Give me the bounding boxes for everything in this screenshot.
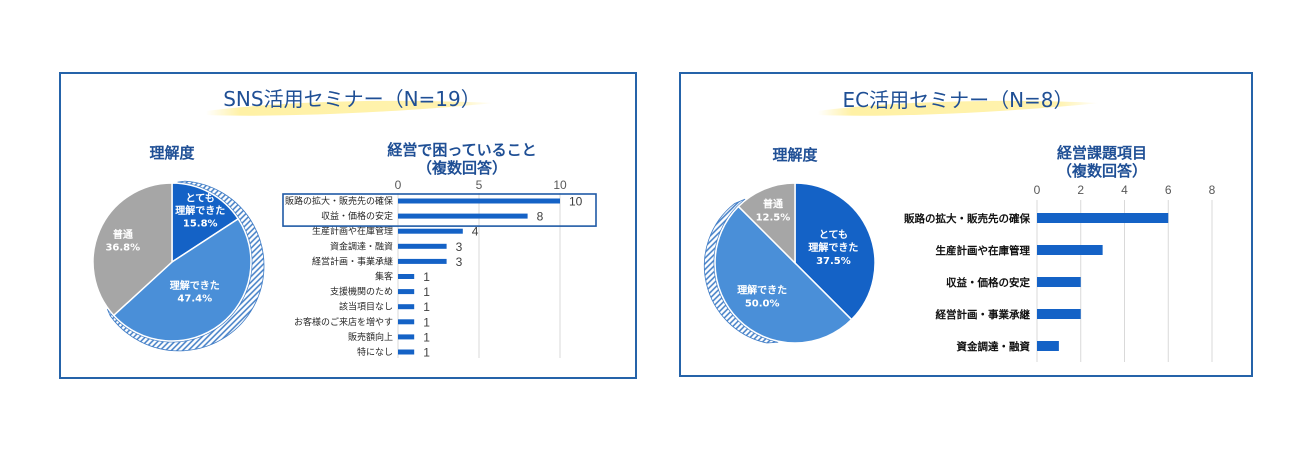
category-label: 販路の拡大・販売先の確保 (285, 195, 393, 207)
data-label: 1 (423, 270, 430, 284)
category-label: 収益・価格の安定 (321, 210, 393, 222)
category-label: 資金調達・融資 (330, 240, 393, 252)
category-label: 収益・価格の安定 (946, 276, 1030, 289)
pie-slice-value: 15.8% (183, 218, 218, 229)
pie-chart-title: 理解度 (149, 144, 195, 162)
pie-slice-name: 理解できた (737, 283, 787, 296)
data-label: 10 (569, 195, 583, 209)
panel-title: EC活用セミナー（N=8） (842, 88, 1073, 112)
category-label: 特になし (357, 346, 393, 358)
bar-chart-subtitle: （複数回答） (1057, 162, 1147, 180)
category-label: 支援機関のため (330, 286, 393, 298)
bar-chart-title: 経営課題項目 (1057, 144, 1147, 162)
pie-slice (171, 182, 240, 264)
bar (398, 334, 415, 340)
bar (398, 274, 415, 279)
bar (398, 213, 528, 219)
ec-understanding-pie-chart: 理解度 とても理解できた 37.5%理解できた 50.0%普通 12.5% (703, 146, 876, 344)
data-label: 1 (423, 300, 430, 314)
x-tick-label: 0 (395, 178, 402, 192)
bar (398, 243, 447, 249)
pie-chart-title: 理解度 (772, 146, 818, 164)
pie-slice-label: 理解できた 50.0% (737, 283, 787, 309)
pie-slice (92, 182, 173, 317)
bar (1037, 341, 1059, 351)
pie-slice-name: 理解できた (175, 204, 225, 217)
x-tick-label: 4 (1121, 183, 1128, 197)
category-label: 経営計画・事業承継 (312, 255, 393, 267)
pie-slice-value: 12.5% (756, 212, 791, 223)
data-label: 1 (423, 330, 430, 344)
bar (398, 198, 560, 204)
category-label: 集客 (375, 271, 393, 283)
title-marker-highlight (818, 100, 1100, 116)
title-marker-highlight (206, 100, 494, 116)
pie-slice-name: 理解できた (170, 279, 220, 292)
bar (398, 258, 447, 264)
bar-chart-subtitle: （複数回答） (417, 159, 507, 177)
x-tick-label: 5 (476, 178, 483, 192)
category-label: 該当項目なし (339, 301, 393, 313)
bar (398, 349, 415, 355)
pie-slice-label: 理解できた 47.4% (170, 279, 220, 305)
pie-slice-name: 普通 (763, 197, 783, 210)
data-label: 1 (423, 285, 430, 299)
category-label: 生産計画や在庫管理 (312, 225, 393, 237)
bar (1037, 277, 1081, 287)
data-label: 4 (472, 225, 479, 239)
bar (398, 228, 463, 234)
bar (398, 319, 415, 325)
x-tick-label: 0 (1034, 183, 1041, 197)
category-label: 経営計画・事業承継 (936, 308, 1031, 321)
data-label: 3 (456, 255, 463, 269)
data-label: 8 (537, 210, 544, 224)
x-tick-label: 2 (1077, 183, 1084, 197)
x-tick-label: 10 (553, 178, 567, 192)
bar (1037, 309, 1081, 319)
pie-slice-name: とても (819, 229, 848, 241)
pie-slice (112, 217, 252, 342)
pie-slice-name: とても (186, 192, 215, 204)
pie-slice-value: 50.0% (745, 298, 780, 309)
category-label: 販路の拡大・販売先の確保 (904, 212, 1030, 225)
bar-chart-title: 経営で困っていること (387, 141, 536, 159)
pie-slice-name: 理解できた (808, 241, 858, 254)
bar (1037, 213, 1169, 223)
data-label: 1 (423, 315, 430, 329)
category-label: お客様のご来店を増やす (294, 316, 393, 328)
pie-slice (737, 182, 796, 265)
bar (398, 304, 415, 310)
pie-slice-value: 47.4% (177, 294, 212, 305)
pie-hatched-ring (106, 180, 265, 352)
category-label: 生産計画や在庫管理 (936, 244, 1031, 257)
ec-seminar-panel: EC活用セミナー（N=8） 理解度 とても理解できた 37.5%理解できた 50.0… (679, 72, 1253, 377)
x-tick-label: 6 (1165, 183, 1172, 197)
pie-slice-label: 普通 12.5% (756, 197, 791, 223)
ec-business-issues-bar-chart: 経営課題項目 （複数回答） 0 2 4 6 8 販路の拡大・販売先の確保生産計画や在庫管理… (904, 144, 1216, 362)
sns-understanding-pie-chart: 理解度 とても理解できた 15.8%理解できた 47.4%普通 36.8% (92, 144, 265, 352)
data-label: 3 (456, 240, 463, 254)
bar (398, 289, 415, 295)
category-label: 資金調達・融資 (957, 340, 1031, 353)
pie-slice (794, 182, 876, 321)
panel-title: SNS活用セミナー（N=19） (223, 87, 481, 111)
bar (1037, 245, 1103, 255)
highlight-box (282, 193, 597, 227)
pie-slice-label: とても理解できた 15.8% (175, 192, 225, 229)
x-tick-label: 8 (1209, 183, 1216, 197)
pie-slice-value: 37.5% (816, 256, 851, 267)
pie-hatched-ring (703, 198, 779, 344)
sns-business-issues-bar-chart: 経営で困っていること （複数回答） 0 5 10 販路の拡大・販売先の確保 10 収益・価… (282, 141, 597, 360)
pie-slice-label: 普通 36.8% (105, 228, 140, 254)
sns-seminar-panel: SNS活用セミナー（N=19） 理解度 とても理解できた 15.8%理解できた 47… (59, 72, 637, 379)
data-label: 1 (423, 346, 430, 360)
pie-slice-label: とても理解できた 37.5% (808, 229, 858, 267)
category-label: 販売額向上 (348, 331, 393, 343)
pie-slice (714, 205, 853, 344)
pie-slice-name: 普通 (113, 228, 133, 241)
pie-slice-value: 36.8% (105, 243, 140, 254)
